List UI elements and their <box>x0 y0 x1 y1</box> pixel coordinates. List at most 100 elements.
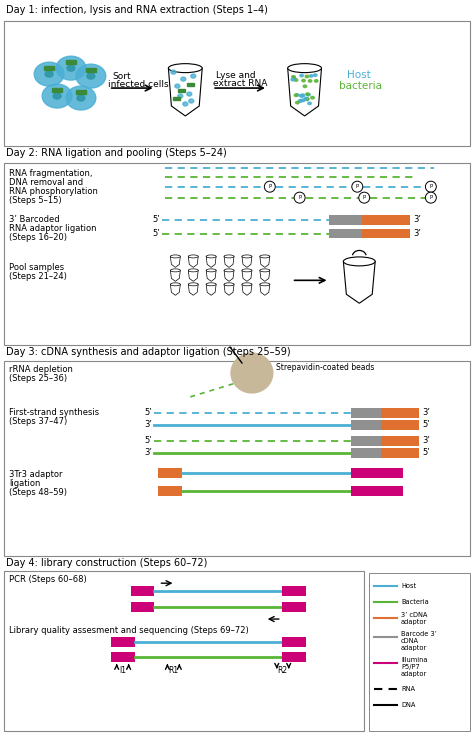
Bar <box>158 467 182 478</box>
Text: Sort: Sort <box>113 71 131 81</box>
Ellipse shape <box>187 92 192 96</box>
Text: adaptor: adaptor <box>401 645 427 651</box>
Ellipse shape <box>300 94 303 97</box>
Ellipse shape <box>181 77 186 81</box>
Text: Pool samples: Pool samples <box>9 263 64 272</box>
Ellipse shape <box>300 74 303 77</box>
Polygon shape <box>242 257 252 268</box>
Bar <box>362 215 410 224</box>
Ellipse shape <box>42 84 72 108</box>
Ellipse shape <box>295 93 299 96</box>
Text: 3Tr3 adaptor: 3Tr3 adaptor <box>9 470 63 479</box>
Bar <box>187 82 194 85</box>
Ellipse shape <box>231 353 273 393</box>
Text: Day 1: infection, lysis and RNA extraction (Steps 1–4): Day 1: infection, lysis and RNA extracti… <box>6 5 268 15</box>
Text: DNA removal and: DNA removal and <box>9 178 83 187</box>
Ellipse shape <box>188 255 198 258</box>
Circle shape <box>352 182 363 192</box>
Text: 3’: 3’ <box>413 229 421 238</box>
Text: 3’: 3’ <box>145 420 153 429</box>
Polygon shape <box>260 270 270 282</box>
Text: Library quality assesment and sequencing (Steps 69–72): Library quality assesment and sequencing… <box>9 625 249 634</box>
Circle shape <box>359 192 370 203</box>
Polygon shape <box>206 270 216 282</box>
Ellipse shape <box>178 94 183 98</box>
Ellipse shape <box>305 98 309 100</box>
Ellipse shape <box>224 283 234 286</box>
Circle shape <box>294 192 305 203</box>
Text: I1: I1 <box>119 667 126 675</box>
Ellipse shape <box>300 99 303 101</box>
Bar <box>86 68 96 72</box>
Bar <box>381 420 419 430</box>
Text: R1: R1 <box>168 667 178 675</box>
Polygon shape <box>170 284 180 295</box>
Ellipse shape <box>294 94 298 96</box>
Text: extract RNA: extract RNA <box>213 79 267 87</box>
Polygon shape <box>188 257 198 268</box>
Polygon shape <box>242 270 252 282</box>
Text: 3’: 3’ <box>145 448 153 457</box>
Ellipse shape <box>305 75 309 78</box>
Polygon shape <box>170 257 180 268</box>
Text: bacteria: bacteria <box>339 81 383 91</box>
Text: P5/P7: P5/P7 <box>401 664 420 670</box>
Polygon shape <box>224 257 234 268</box>
Bar <box>329 215 362 224</box>
Bar <box>351 408 381 417</box>
Text: P: P <box>356 184 359 189</box>
Text: Host: Host <box>347 70 371 80</box>
Bar <box>362 229 410 238</box>
Text: RNA adaptor ligation: RNA adaptor ligation <box>9 224 97 233</box>
Bar <box>282 587 306 596</box>
Text: Host: Host <box>401 583 416 589</box>
Ellipse shape <box>260 255 270 258</box>
Ellipse shape <box>311 96 314 99</box>
Ellipse shape <box>298 100 301 102</box>
Ellipse shape <box>189 99 194 103</box>
Text: adaptor: adaptor <box>401 671 427 677</box>
Ellipse shape <box>183 102 188 106</box>
Text: 3’: 3’ <box>413 215 421 224</box>
Ellipse shape <box>242 255 252 258</box>
Ellipse shape <box>292 77 296 79</box>
Bar <box>4 162 470 345</box>
Bar <box>76 90 86 94</box>
Ellipse shape <box>310 75 313 77</box>
Ellipse shape <box>66 86 96 110</box>
Bar <box>351 467 403 478</box>
Text: 3’: 3’ <box>422 436 430 445</box>
Polygon shape <box>343 262 375 304</box>
Bar <box>66 60 76 64</box>
Text: P: P <box>363 196 366 200</box>
Ellipse shape <box>300 95 304 97</box>
Ellipse shape <box>188 283 198 286</box>
Text: Strepavidin-coated beads: Strepavidin-coated beads <box>276 364 374 373</box>
Circle shape <box>425 192 437 203</box>
Bar <box>282 652 306 662</box>
Ellipse shape <box>303 85 307 87</box>
Polygon shape <box>206 257 216 268</box>
Ellipse shape <box>53 93 61 99</box>
Ellipse shape <box>260 269 270 272</box>
Text: 3’ cDNA: 3’ cDNA <box>401 612 428 618</box>
Text: 5’: 5’ <box>145 409 153 417</box>
Bar <box>282 602 306 612</box>
Text: RNA: RNA <box>401 686 415 692</box>
Text: Day 3: cDNA synthesis and adaptor ligation (Steps 25–59): Day 3: cDNA synthesis and adaptor ligati… <box>6 347 291 357</box>
Ellipse shape <box>302 79 305 82</box>
Text: PCR (Steps 60–68): PCR (Steps 60–68) <box>9 575 87 584</box>
Bar <box>4 571 364 731</box>
Text: R2: R2 <box>278 667 288 675</box>
Circle shape <box>425 182 437 192</box>
Text: (Steps 21–24): (Steps 21–24) <box>9 272 67 281</box>
Polygon shape <box>206 284 216 295</box>
Ellipse shape <box>343 257 375 266</box>
Text: Illumina: Illumina <box>401 657 428 663</box>
Text: 5’: 5’ <box>145 436 153 445</box>
Text: 5’: 5’ <box>153 215 161 224</box>
Bar <box>111 652 135 662</box>
Ellipse shape <box>242 283 252 286</box>
Ellipse shape <box>294 79 298 82</box>
Ellipse shape <box>291 79 294 81</box>
